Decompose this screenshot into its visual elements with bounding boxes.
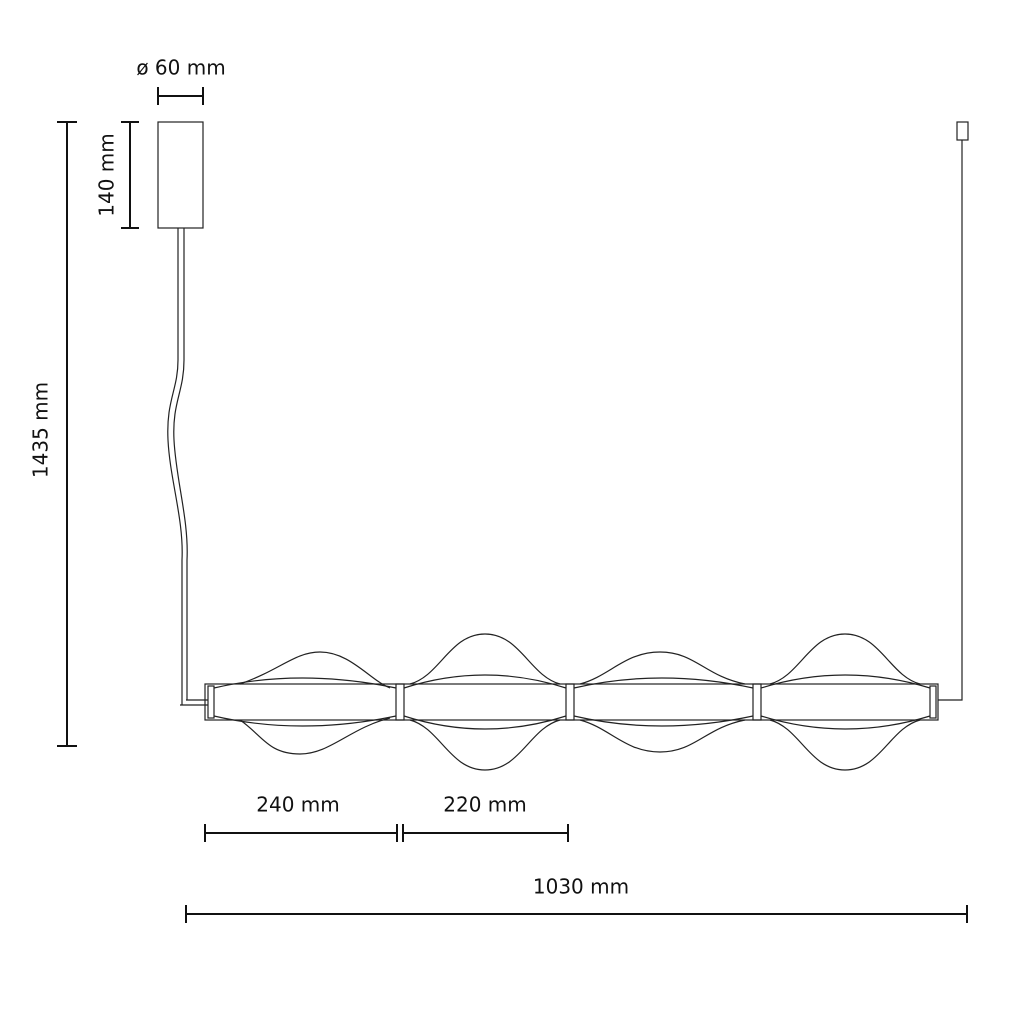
label-total-height: 1435 mm bbox=[29, 382, 53, 478]
label-total-length: 1030 mm bbox=[533, 875, 629, 899]
lamp bbox=[157, 121, 969, 771]
label-canopy-height: 140 mm bbox=[95, 133, 119, 217]
dim-segments bbox=[185, 824, 968, 923]
label-first-segment: 240 mm bbox=[256, 793, 340, 817]
label-segment: 220 mm bbox=[443, 793, 527, 817]
label-diameter: ø 60 mm bbox=[136, 56, 225, 80]
dim-height bbox=[57, 121, 77, 747]
dim-diameter bbox=[157, 87, 204, 105]
dim-canopy bbox=[121, 121, 139, 229]
